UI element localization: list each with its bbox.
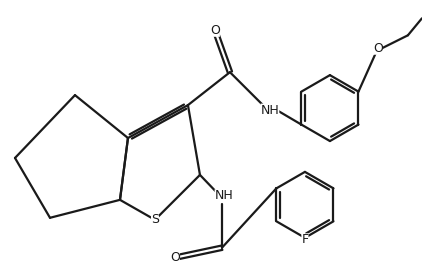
Text: F: F xyxy=(301,233,308,246)
Text: O: O xyxy=(170,251,180,264)
Text: S: S xyxy=(151,213,159,226)
Text: O: O xyxy=(373,42,383,55)
Text: NH: NH xyxy=(214,189,233,202)
Text: O: O xyxy=(210,24,220,37)
Text: NH: NH xyxy=(260,104,279,117)
